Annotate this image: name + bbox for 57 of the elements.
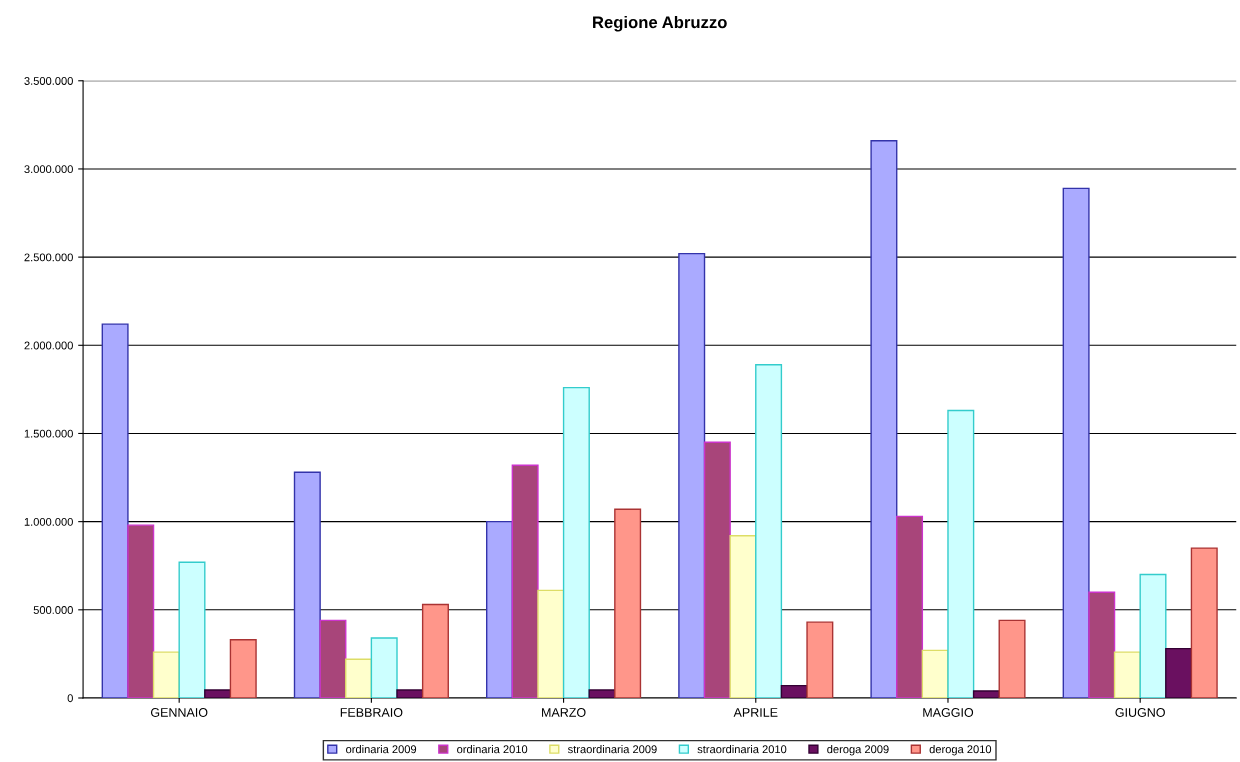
- bar: [101, 323, 129, 698]
- bar: [678, 252, 706, 698]
- bar: [345, 658, 373, 698]
- y-tick-label: 3.500.000: [24, 77, 73, 85]
- y-tick-label: 500.000: [33, 606, 73, 614]
- x-tick-label: MARZO: [542, 708, 586, 717]
- y-tick-label: 0: [67, 694, 73, 703]
- bar: [1113, 651, 1141, 698]
- bar: [293, 471, 321, 698]
- bar: [588, 689, 616, 698]
- bar: [562, 386, 590, 698]
- bar: [947, 409, 975, 698]
- bar: [1190, 547, 1218, 698]
- legend-label: straordinaria 2009: [567, 745, 657, 754]
- bar: [972, 690, 1000, 698]
- bar: [614, 508, 642, 698]
- bar: [729, 535, 757, 698]
- bar: [537, 589, 565, 698]
- bar: [998, 619, 1026, 698]
- y-tick-label: 2.000.000: [24, 341, 73, 350]
- x-tick-label: FEBBRAIO: [340, 708, 403, 717]
- x-tick-label: GIUGNO: [1115, 708, 1165, 717]
- y-tick-label: 2.500.000: [24, 253, 73, 262]
- y-tick-label: 1.500.000: [24, 429, 73, 438]
- x-tick-label: GENNAIO: [150, 708, 208, 717]
- bar: [870, 140, 898, 698]
- bar: [1165, 647, 1193, 698]
- legend-label: straordinaria 2010: [697, 745, 787, 754]
- bar: [511, 464, 539, 698]
- bar: [896, 515, 924, 698]
- bar: [1088, 591, 1116, 698]
- bar: [806, 621, 834, 698]
- legend-label: deroga 2010: [929, 745, 992, 756]
- x-tick-label: MAGGIO: [923, 708, 974, 717]
- bar: [127, 524, 155, 698]
- bar: [319, 619, 347, 698]
- bar: [152, 651, 180, 698]
- bar: [204, 689, 232, 698]
- chart-title: Regione Abruzzo: [593, 15, 727, 32]
- y-tick-label: 3.000.000: [24, 165, 73, 174]
- legend-label: deroga 2009: [827, 745, 889, 756]
- bar: [1139, 573, 1167, 698]
- bar: [1062, 187, 1090, 698]
- bar: [370, 637, 398, 698]
- bar: [421, 603, 449, 698]
- bar: [921, 649, 949, 698]
- bar: [486, 520, 514, 698]
- bar: [178, 561, 206, 698]
- bar: [755, 363, 783, 698]
- x-tick-label: APRILE: [733, 708, 778, 717]
- y-tick-label: 1.000.000: [24, 517, 73, 526]
- bar: [396, 689, 424, 698]
- legend-label: ordinaria 2009: [346, 745, 417, 754]
- bar: [229, 639, 257, 698]
- bar: [703, 441, 731, 698]
- legend-label: ordinaria 2010: [457, 745, 528, 754]
- bar: [780, 684, 808, 698]
